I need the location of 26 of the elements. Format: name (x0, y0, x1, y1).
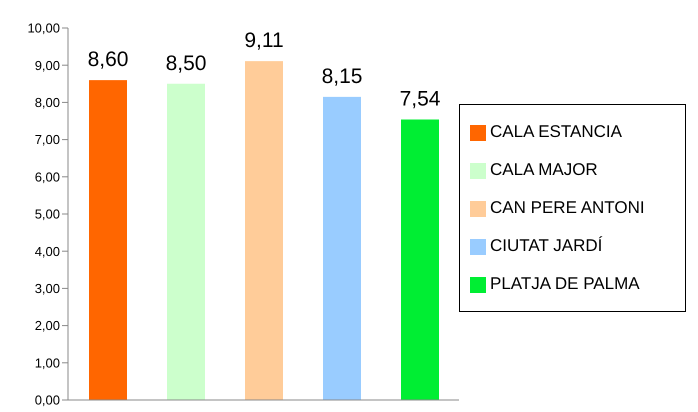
y-tick-label: 2,00 (34, 318, 60, 334)
legend-label: CAN PERE ANTONI (490, 198, 645, 217)
legend-label: CALA MAJOR (490, 160, 598, 179)
y-tick-label: 3,00 (34, 281, 60, 296)
bar (245, 61, 283, 400)
data-label: 7,54 (400, 88, 441, 111)
legend-label: CIUTAT JARDÍ (490, 236, 602, 255)
y-tick-label: 1,00 (34, 355, 60, 370)
y-tick-label: 8,00 (34, 95, 60, 110)
y-tick-label: 5,00 (34, 206, 60, 222)
y-tick-label: 9,00 (34, 58, 60, 73)
data-label: 9,11 (244, 29, 284, 52)
bar (89, 80, 127, 400)
y-tick-label: 7,00 (34, 132, 60, 148)
data-label: 8,15 (322, 64, 362, 88)
data-label: 8,60 (88, 48, 128, 72)
bar (323, 96, 361, 400)
bar (401, 120, 439, 400)
y-tick-label: 6,00 (34, 169, 60, 184)
bar (167, 84, 205, 400)
legend-label: PLATJA DE PALMA (490, 274, 640, 293)
legend-label: CALA ESTANCIA (490, 122, 622, 141)
y-tick-label: 10,00 (27, 20, 60, 36)
data-label: 8,50 (166, 52, 206, 75)
y-tick-label: 0,00 (34, 392, 60, 408)
y-tick-label: 4,00 (34, 244, 60, 259)
